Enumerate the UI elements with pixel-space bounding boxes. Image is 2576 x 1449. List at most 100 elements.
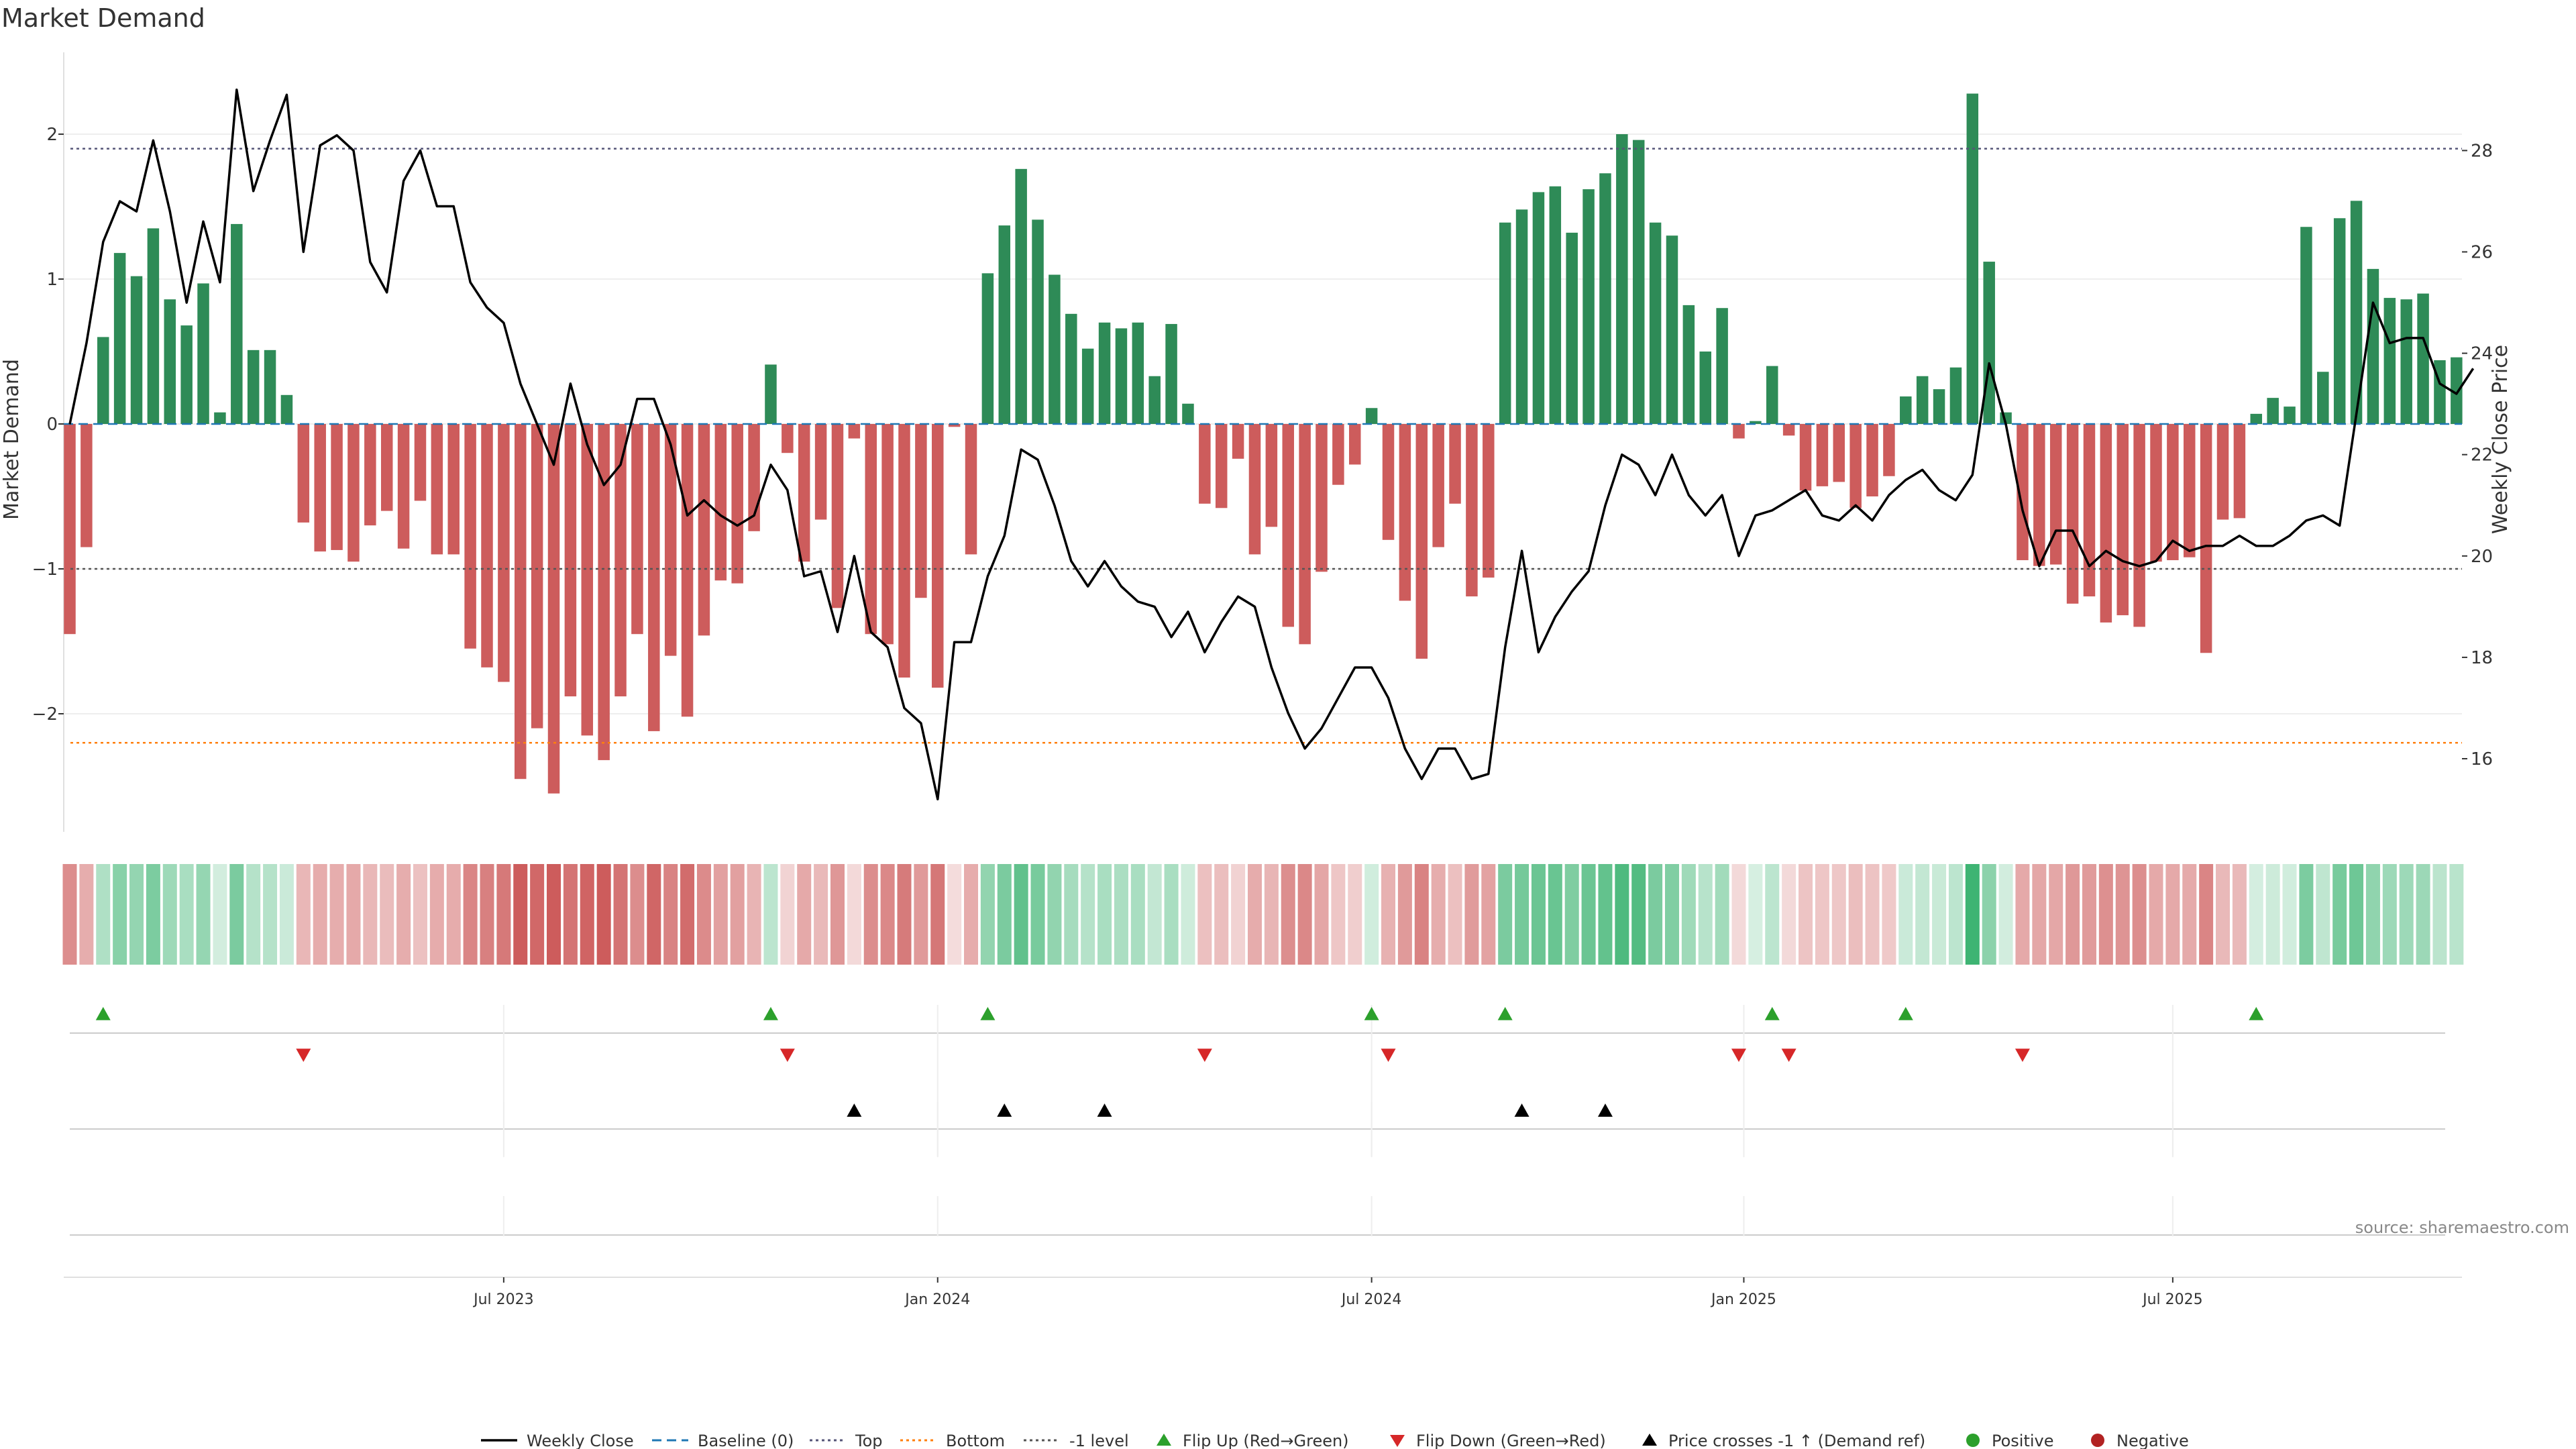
- demand-bar: [1566, 232, 1578, 424]
- demand-bar: [1866, 424, 1878, 496]
- flip-down-marker: [780, 1049, 795, 1062]
- heat-cell: [2182, 864, 2197, 965]
- demand-bar: [380, 424, 393, 511]
- heat-cell: [930, 864, 945, 965]
- demand-bar: [164, 299, 176, 424]
- x-tick-label: Jul 2023: [472, 1291, 534, 1308]
- demand-bar: [1949, 367, 1962, 424]
- heat-cell: [1731, 864, 1746, 965]
- demand-bar: [948, 424, 961, 427]
- demand-bar: [1349, 424, 1361, 465]
- heat-cell: [1982, 864, 1996, 965]
- heat-cell: [647, 864, 661, 965]
- heat-cell: [1648, 864, 1663, 965]
- heat-cell: [2299, 864, 2314, 965]
- heat-cell: [980, 864, 995, 965]
- legend-label: Weekly Close: [527, 1432, 634, 1449]
- heat-cell: [1331, 864, 1346, 965]
- heat-cell: [2232, 864, 2247, 965]
- y-tick-label-right: 18: [2471, 648, 2493, 668]
- heat-cell: [1181, 864, 1195, 965]
- heat-cell: [2416, 864, 2430, 965]
- demand-bar: [2400, 299, 2412, 424]
- legend-label: Top: [855, 1432, 883, 1449]
- legend-swatch: [1642, 1434, 1657, 1446]
- heat-cell: [2449, 864, 2464, 965]
- heat-cell: [1047, 864, 1062, 965]
- heat-cell: [1197, 864, 1212, 965]
- demand-bar: [898, 424, 910, 678]
- demand-bar: [1466, 424, 1478, 597]
- heat-cell: [880, 864, 895, 965]
- heat-cell: [313, 864, 327, 965]
- demand-bar: [2184, 424, 2196, 557]
- heat-cell: [964, 864, 979, 965]
- price-cross-marker: [1097, 1104, 1112, 1117]
- demand-bar: [598, 424, 610, 761]
- heat-cell: [2399, 864, 2414, 965]
- heat-cell: [96, 864, 111, 965]
- demand-bar: [1199, 424, 1211, 504]
- demand-bar: [1065, 313, 1077, 424]
- heat-cell: [1664, 864, 1679, 965]
- demand-bar: [648, 424, 660, 731]
- heat-cell: [1564, 864, 1579, 965]
- heat-cell: [296, 864, 311, 965]
- heat-cell: [346, 864, 361, 965]
- heat-cell: [246, 864, 261, 965]
- heat-cell: [1164, 864, 1179, 965]
- heat-cell: [2382, 864, 2397, 965]
- heat-cell: [1799, 864, 1813, 965]
- demand-bar: [180, 325, 193, 424]
- heat-cell: [1397, 864, 1412, 965]
- demand-bar: [1799, 424, 1812, 491]
- heat-cell: [1515, 864, 1529, 965]
- demand-bar: [2167, 424, 2179, 561]
- heat-cell: [1631, 864, 1646, 965]
- demand-bar: [1983, 262, 1995, 424]
- heat-cell: [2098, 864, 2113, 965]
- demand-bar: [965, 424, 977, 555]
- demand-bar: [2233, 424, 2246, 519]
- demand-bar: [1115, 328, 1128, 424]
- heat-cell: [563, 864, 578, 965]
- demand-bar: [2417, 293, 2429, 424]
- heat-cell: [1381, 864, 1396, 965]
- flip-down-marker: [296, 1049, 311, 1062]
- heat-cell: [1581, 864, 1596, 965]
- demand-bar: [1582, 189, 1595, 424]
- heat-cell: [2165, 864, 2180, 965]
- demand-bar: [2267, 398, 2279, 424]
- heat-cell: [797, 864, 812, 965]
- heat-cell: [2132, 864, 2147, 965]
- demand-bar: [2216, 424, 2229, 520]
- heat-cell: [713, 864, 728, 965]
- y-axis-right-label: Weekly Close Price: [2489, 345, 2512, 534]
- demand-bar: [1015, 168, 1027, 424]
- legend-label: Price crosses -1 ↑ (Demand ref): [1668, 1432, 1925, 1449]
- y-axis-left-label: Market Demand: [0, 359, 23, 520]
- heat-cell: [263, 864, 278, 965]
- heat-cell: [146, 864, 160, 965]
- heat-cell: [1314, 864, 1329, 965]
- price-cross-marker: [847, 1104, 862, 1117]
- demand-bar: [2100, 424, 2112, 623]
- flip-up-marker: [980, 1007, 996, 1020]
- demand-bar: [1916, 376, 1929, 424]
- heat-cell: [396, 864, 411, 965]
- heat-cell: [1231, 864, 1246, 965]
- heat-cell: [2282, 864, 2297, 965]
- y-tick-label-right: 24: [2471, 344, 2493, 364]
- flip-up-marker: [95, 1007, 111, 1020]
- x-tick-label: Jan 2025: [1710, 1291, 1776, 1308]
- heat-cell: [446, 864, 461, 965]
- demand-bar: [915, 424, 927, 598]
- legend-label: Baseline (0): [698, 1432, 794, 1449]
- demand-bar: [1833, 424, 1845, 482]
- heat-cell: [530, 864, 545, 965]
- heat-cell: [179, 864, 194, 965]
- demand-bar: [1900, 396, 1912, 424]
- demand-bar: [2150, 424, 2162, 562]
- demand-bar: [130, 276, 143, 424]
- y-tick-label-right: 20: [2471, 547, 2493, 567]
